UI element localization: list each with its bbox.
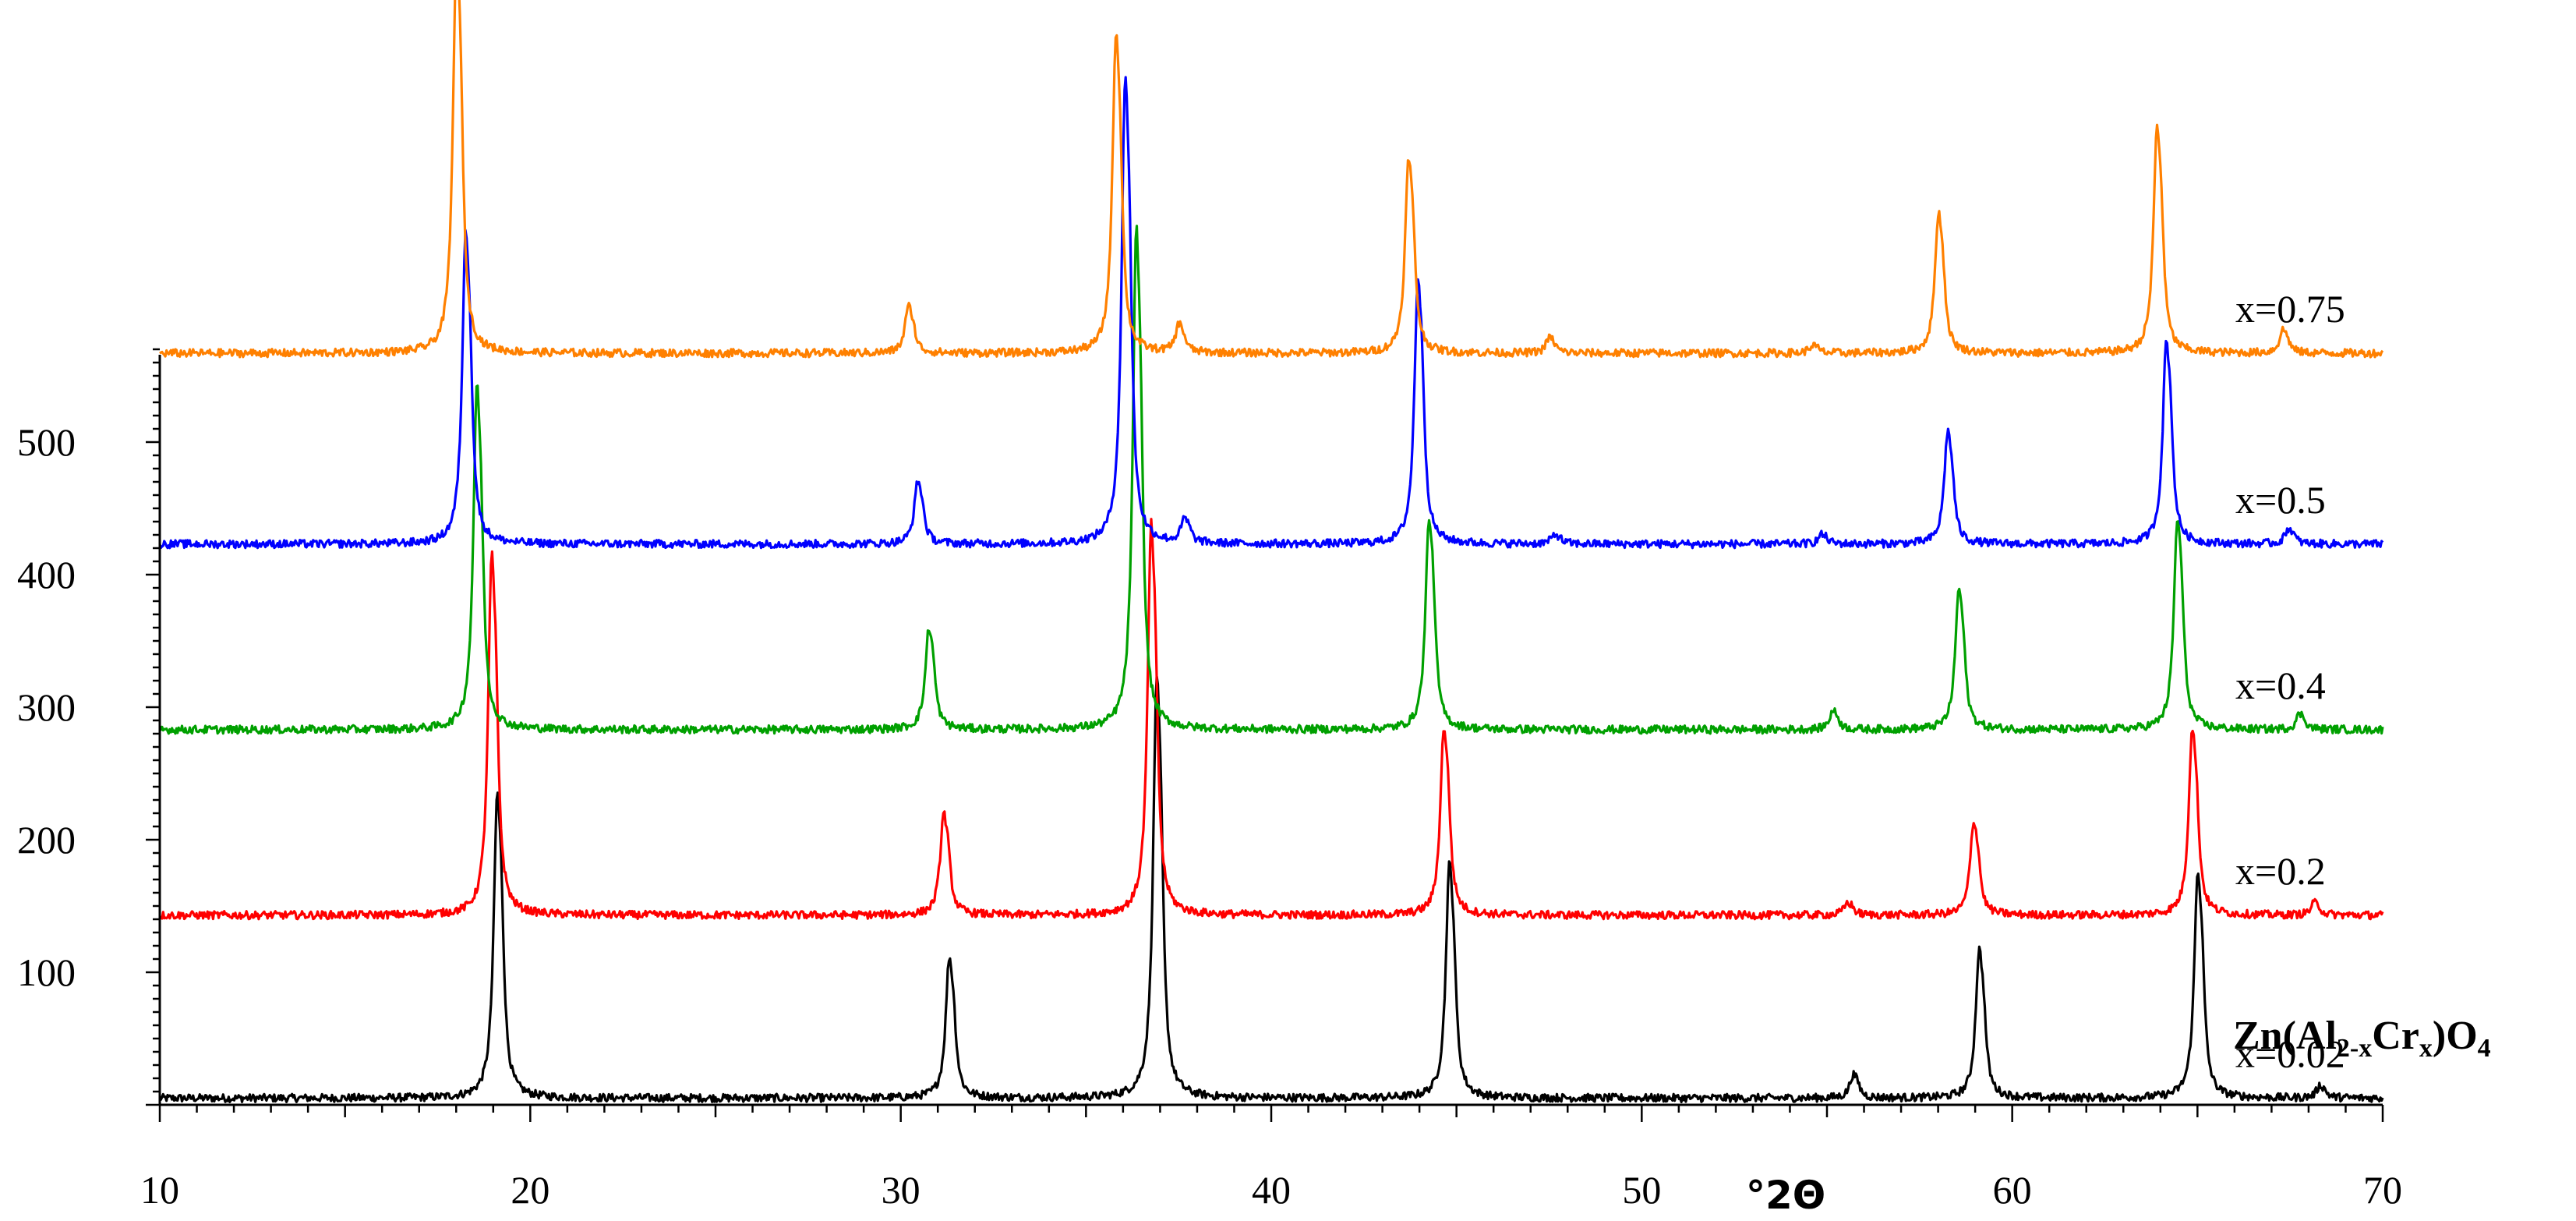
formula-base: Zn(Al [2233, 1014, 2337, 1058]
series-label-x-0-2: x=0.2 [2235, 849, 2326, 893]
y-tick-label: 100 [17, 950, 76, 994]
series-label-x-0-75: x=0.75 [2235, 287, 2345, 331]
y-tick-label: 400 [17, 553, 76, 596]
formula-sub3: 4 [2478, 1034, 2491, 1063]
formula-label: Zn(Al2-xCrx)O4 [2233, 1014, 2491, 1063]
series-line-x-0-5 [158, 76, 2384, 550]
series-label-x-0-02: x=0.02 [2235, 1032, 2345, 1076]
series-line-x-0-4 [158, 225, 2384, 735]
x-tick-label: 30 [882, 1168, 921, 1212]
labels-group: x=0.02 x=0.2 x=0.4 x=0.5 x=0.75 [2235, 287, 2345, 1075]
x-tick-label: 40 [1252, 1168, 1291, 1212]
y-tick-label: 500 [17, 420, 76, 464]
series-label-x-0-5: x=0.5 [2235, 478, 2326, 522]
x-tick-label: 10 [140, 1168, 179, 1212]
x-tick-label: 60 [1993, 1168, 2032, 1212]
series-line-x-0-2 [159, 518, 2384, 921]
series-line-x-0-02 [158, 674, 2384, 1104]
x-tick-label: 50 [1622, 1168, 1661, 1212]
y-tick-label: 200 [17, 818, 76, 862]
x-tick-label: 70 [2363, 1168, 2402, 1212]
formula-mid: Cr [2372, 1014, 2419, 1058]
series-group [158, 0, 2384, 1104]
x-axis-label: °2Θ [1746, 1173, 1825, 1218]
x-tick-label: 20 [511, 1168, 549, 1212]
series-label-x-0-4: x=0.4 [2235, 664, 2326, 707]
axes-group: 10 20 30 40 50 60 70 100 200 300 400 500 [17, 348, 2402, 1212]
formula-sub2: x [2419, 1034, 2433, 1063]
series-line-x-0-75 [159, 0, 2384, 359]
y-tick-label: 300 [17, 685, 76, 729]
formula-end: )O [2433, 1014, 2478, 1058]
formula-sub1: 2-x [2337, 1034, 2372, 1063]
